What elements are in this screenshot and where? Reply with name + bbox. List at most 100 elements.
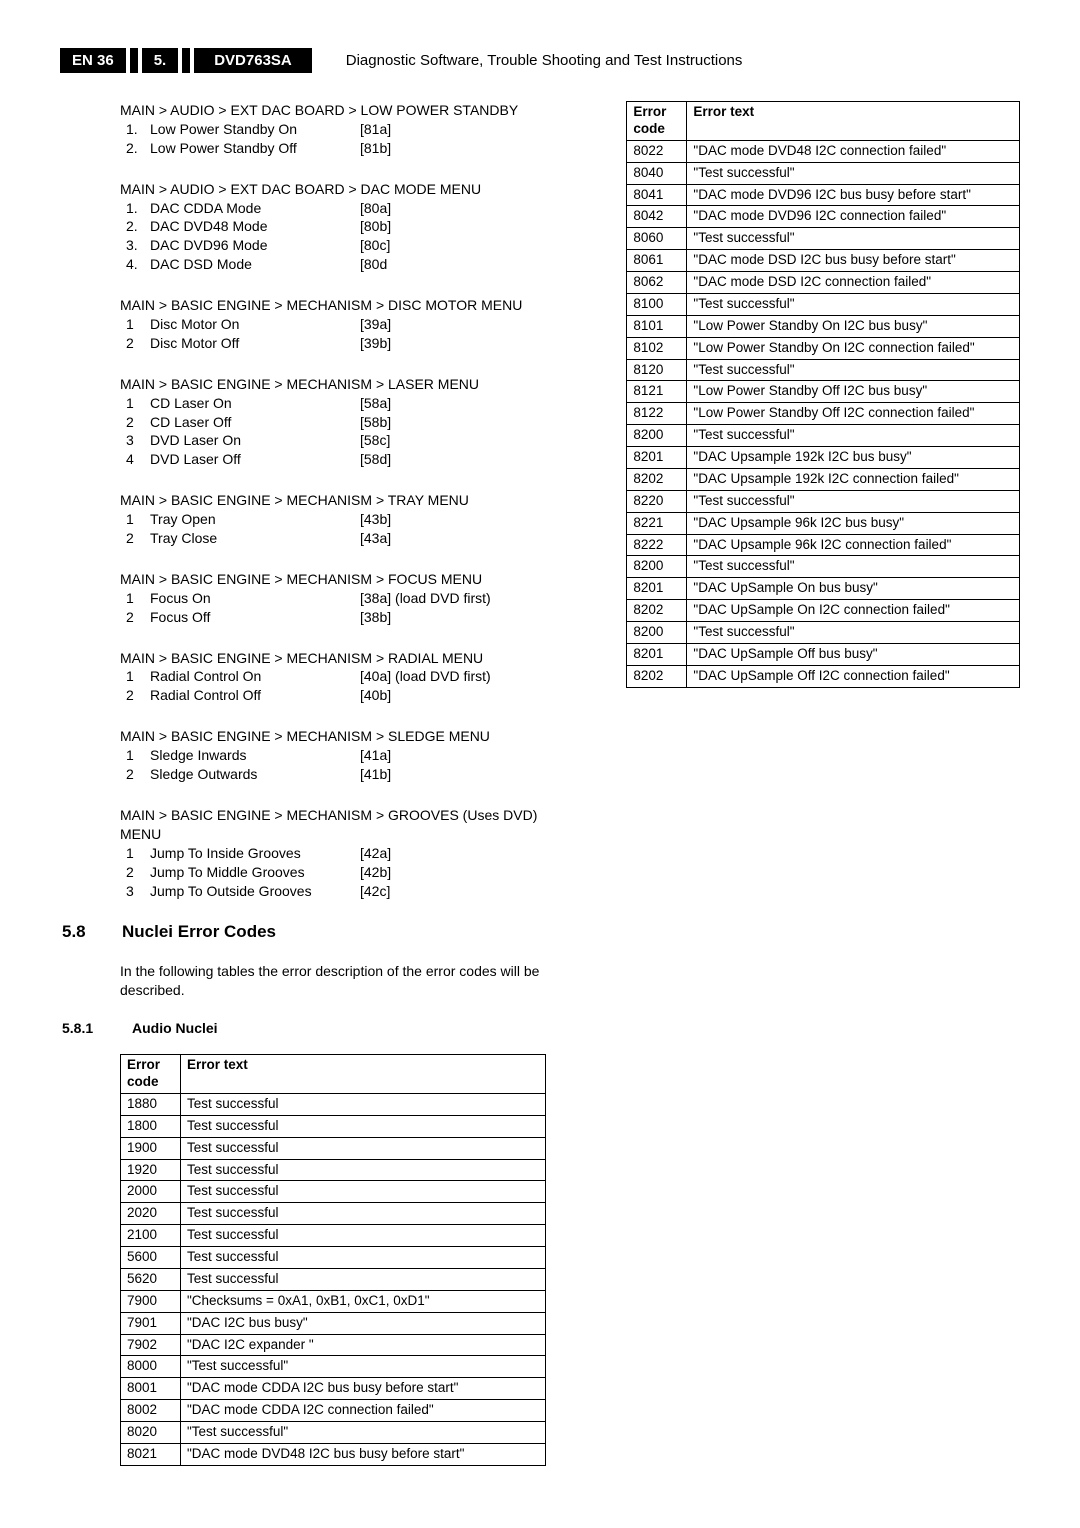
menu-item-number: 1	[120, 510, 150, 529]
table-row: 2100Test successful	[121, 1225, 546, 1247]
error-code-cell: 8200	[627, 622, 687, 644]
table-row: 7902"DAC I2C expander "	[121, 1334, 546, 1356]
header-divider	[130, 48, 138, 73]
table-row: 7901"DAC I2C bus busy"	[121, 1312, 546, 1334]
error-code-cell: 8202	[627, 665, 687, 687]
error-text-cell: "Test successful"	[687, 425, 1020, 447]
menu-heading: MAIN > AUDIO > EXT DAC BOARD > LOW POWER…	[120, 101, 546, 120]
error-code-cell: 8022	[627, 140, 687, 162]
menu-item-number: 1	[120, 667, 150, 686]
table-row: 8201"DAC UpSample Off bus busy"	[627, 643, 1020, 665]
error-text-cell: "DAC UpSample Off I2C connection failed"	[687, 665, 1020, 687]
menu-item-label: Sledge Inwards	[150, 746, 360, 765]
error-table-right: Error code Error text 8022"DAC mode DVD4…	[626, 101, 1020, 688]
error-text-cell: "Test successful"	[687, 622, 1020, 644]
error-text-cell: Test successful	[181, 1247, 546, 1269]
menu-item-code: [42b]	[360, 863, 546, 882]
menu-item-code: [81b]	[360, 139, 546, 158]
page-header: EN 36 5. DVD763SA Diagnostic Software, T…	[60, 48, 1020, 73]
menu-row: 2Sledge Outwards[41b]	[120, 765, 546, 784]
error-code-cell: 5600	[121, 1247, 181, 1269]
menu-row: 1CD Laser On[58a]	[120, 394, 546, 413]
menu-row: 2Disc Motor Off[39b]	[120, 334, 546, 353]
menu-row: 2Jump To Middle Grooves[42b]	[120, 863, 546, 882]
error-code-cell: 8201	[627, 578, 687, 600]
table-header-code: Error code	[627, 102, 687, 141]
menu-block: MAIN > BASIC ENGINE > MECHANISM > FOCUS …	[120, 570, 546, 627]
table-row: 8001"DAC mode CDDA I2C bus busy before s…	[121, 1378, 546, 1400]
error-text-cell: "DAC mode DVD96 I2C connection failed"	[687, 206, 1020, 228]
error-code-cell: 8040	[627, 162, 687, 184]
error-text-cell: "DAC Upsample 192k I2C bus busy"	[687, 447, 1020, 469]
table-row: 8120"Test successful"	[627, 359, 1020, 381]
menu-item-number: 2	[120, 413, 150, 432]
menu-item-number: 2	[120, 334, 150, 353]
menu-row: 1.Low Power Standby On[81a]	[120, 120, 546, 139]
error-code-cell: 5620	[121, 1268, 181, 1290]
error-text-cell: "DAC Upsample 192k I2C connection failed…	[687, 468, 1020, 490]
menu-row: 4DVD Laser Off[58d]	[120, 450, 546, 469]
menu-item-code: [39a]	[360, 315, 546, 334]
menu-item-label: Jump To Middle Grooves	[150, 863, 360, 882]
section-number: 5.8	[62, 922, 100, 942]
menu-row: 1Sledge Inwards[41a]	[120, 746, 546, 765]
menu-row: 2Tray Close[43a]	[120, 529, 546, 548]
menu-item-label: Radial Control Off	[150, 686, 360, 705]
menu-item-number: 1.	[120, 199, 150, 218]
menu-item-label: Radial Control On	[150, 667, 360, 686]
table-row: 8220"Test successful"	[627, 490, 1020, 512]
menu-item-number: 1	[120, 844, 150, 863]
table-row: 8201"DAC Upsample 192k I2C bus busy"	[627, 447, 1020, 469]
error-code-cell: 8222	[627, 534, 687, 556]
menu-item-label: CD Laser On	[150, 394, 360, 413]
error-code-cell: 2100	[121, 1225, 181, 1247]
menu-item-number: 1.	[120, 120, 150, 139]
error-text-cell: "Test successful"	[687, 162, 1020, 184]
table-header-text: Error text	[687, 102, 1020, 141]
menu-item-code: [41a]	[360, 746, 546, 765]
table-row: 8122"Low Power Standby Off I2C connectio…	[627, 403, 1020, 425]
error-code-cell: 8002	[121, 1400, 181, 1422]
table-row: 1800Test successful	[121, 1115, 546, 1137]
menu-item-code: [38a] (load DVD first)	[360, 589, 546, 608]
error-code-cell: 7900	[121, 1290, 181, 1312]
table-header-text: Error text	[181, 1055, 546, 1094]
error-text-cell: Test successful	[181, 1203, 546, 1225]
menu-item-code: [58b]	[360, 413, 546, 432]
error-text-cell: Test successful	[181, 1181, 546, 1203]
menu-row: 2CD Laser Off[58b]	[120, 413, 546, 432]
menu-heading: MAIN > BASIC ENGINE > MECHANISM > GROOVE…	[120, 806, 546, 844]
table-row: 5620Test successful	[121, 1268, 546, 1290]
error-code-cell: 1900	[121, 1137, 181, 1159]
table-row: 8002"DAC mode CDDA I2C connection failed…	[121, 1400, 546, 1422]
menu-item-code: [43b]	[360, 510, 546, 529]
menu-item-number: 3	[120, 431, 150, 450]
table-row: 8101"Low Power Standby On I2C bus busy"	[627, 315, 1020, 337]
menu-row: 2Radial Control Off[40b]	[120, 686, 546, 705]
table-row: 8221"DAC Upsample 96k I2C bus busy"	[627, 512, 1020, 534]
menu-row: 1Disc Motor On[39a]	[120, 315, 546, 334]
menu-row: 1Tray Open[43b]	[120, 510, 546, 529]
menu-item-label: Disc Motor On	[150, 315, 360, 334]
table-row: 2020Test successful	[121, 1203, 546, 1225]
error-code-cell: 8041	[627, 184, 687, 206]
menu-item-code: [43a]	[360, 529, 546, 548]
menu-item-number: 2.	[120, 139, 150, 158]
error-text-cell: "Test successful"	[687, 359, 1020, 381]
error-code-cell: 8100	[627, 293, 687, 315]
menu-item-number: 2	[120, 686, 150, 705]
table-row: 8040"Test successful"	[627, 162, 1020, 184]
menu-item-label: CD Laser Off	[150, 413, 360, 432]
error-code-cell: 1800	[121, 1115, 181, 1137]
error-text-cell: Test successful	[181, 1159, 546, 1181]
error-text-cell: "DAC mode DVD96 I2C bus busy before star…	[687, 184, 1020, 206]
menu-item-code: [58d]	[360, 450, 546, 469]
menu-item-label: Jump To Inside Grooves	[150, 844, 360, 863]
table-row: 8041"DAC mode DVD96 I2C bus busy before …	[627, 184, 1020, 206]
error-text-cell: "DAC mode DVD48 I2C connection failed"	[687, 140, 1020, 162]
error-text-cell: "DAC mode DSD I2C bus busy before start"	[687, 250, 1020, 272]
menu-item-label: Sledge Outwards	[150, 765, 360, 784]
table-row: 8062"DAC mode DSD I2C connection failed"	[627, 272, 1020, 294]
subsection-number: 5.8.1	[62, 1020, 110, 1036]
chapter-title: Diagnostic Software, Trouble Shooting an…	[346, 52, 743, 69]
